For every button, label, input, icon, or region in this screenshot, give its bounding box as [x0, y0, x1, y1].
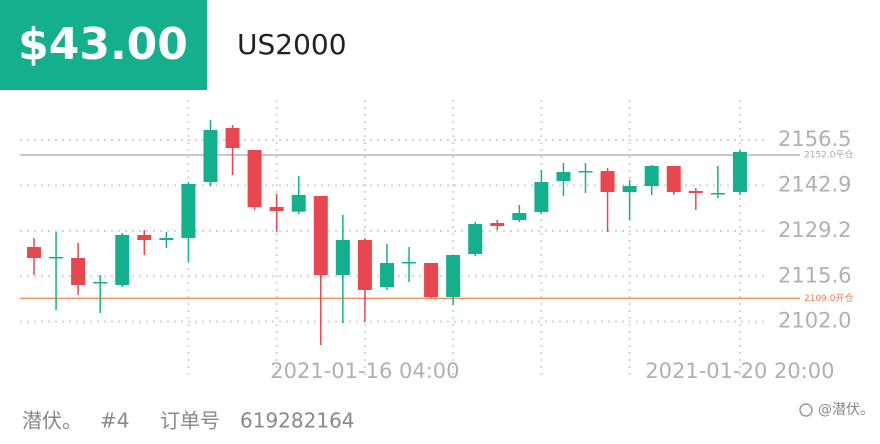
order-label: 订单号 [160, 409, 220, 433]
candle-body [269, 207, 284, 211]
y-tick-label: 2129.2 [778, 218, 851, 242]
candle-body [357, 240, 372, 290]
order-id: 619282164 [240, 409, 355, 433]
reference-label: 2152.0平仓 [804, 149, 854, 161]
candle-body [512, 213, 527, 220]
candle-body [247, 150, 262, 207]
reference-label: 2109.0开仓 [804, 292, 854, 304]
candle-body [600, 171, 615, 192]
candle-body [159, 238, 174, 240]
candle-body [335, 240, 350, 275]
y-tick-label: 2142.9 [778, 172, 851, 196]
candle-body [534, 182, 549, 212]
candle-body [710, 193, 725, 195]
footer-name: 潜伏。 [22, 409, 82, 433]
candle-body [556, 172, 571, 181]
candle-body [137, 235, 152, 240]
candle-body [27, 247, 41, 258]
candle-body [688, 191, 703, 193]
candle-body [291, 195, 306, 212]
candle-body [732, 152, 747, 192]
candle-body [181, 184, 196, 238]
candle-body [203, 130, 218, 182]
candle-body [468, 224, 483, 254]
x-tick-label: 2021-01-20 20:00 [645, 359, 834, 383]
footer-number: #4 [100, 409, 129, 433]
price-box [0, 0, 207, 90]
candle-body [71, 258, 86, 285]
price: $43.00 [18, 19, 188, 70]
candle-body [622, 186, 637, 192]
candle-body [644, 166, 659, 186]
candle-body [446, 255, 461, 297]
candle-body [225, 128, 240, 148]
candle-body [490, 223, 505, 226]
watermark: @潜伏。 [818, 402, 874, 418]
candle-body [49, 257, 64, 259]
candle-body [379, 263, 394, 287]
y-tick-label: 2115.6 [778, 263, 851, 287]
candle-body [666, 166, 681, 192]
watermark-icon [799, 403, 813, 417]
candle-body [93, 282, 108, 284]
candle-body [424, 263, 439, 297]
y-tick-label: 2102.0 [778, 309, 851, 333]
candle-body [313, 196, 328, 275]
candle-body [402, 262, 417, 264]
x-tick-label: 2021-01-16 04:00 [270, 359, 459, 383]
y-tick-label: 2156.5 [778, 127, 851, 151]
candle-body [115, 235, 130, 285]
symbol: US2000 [237, 28, 347, 61]
candle-body [578, 171, 593, 173]
